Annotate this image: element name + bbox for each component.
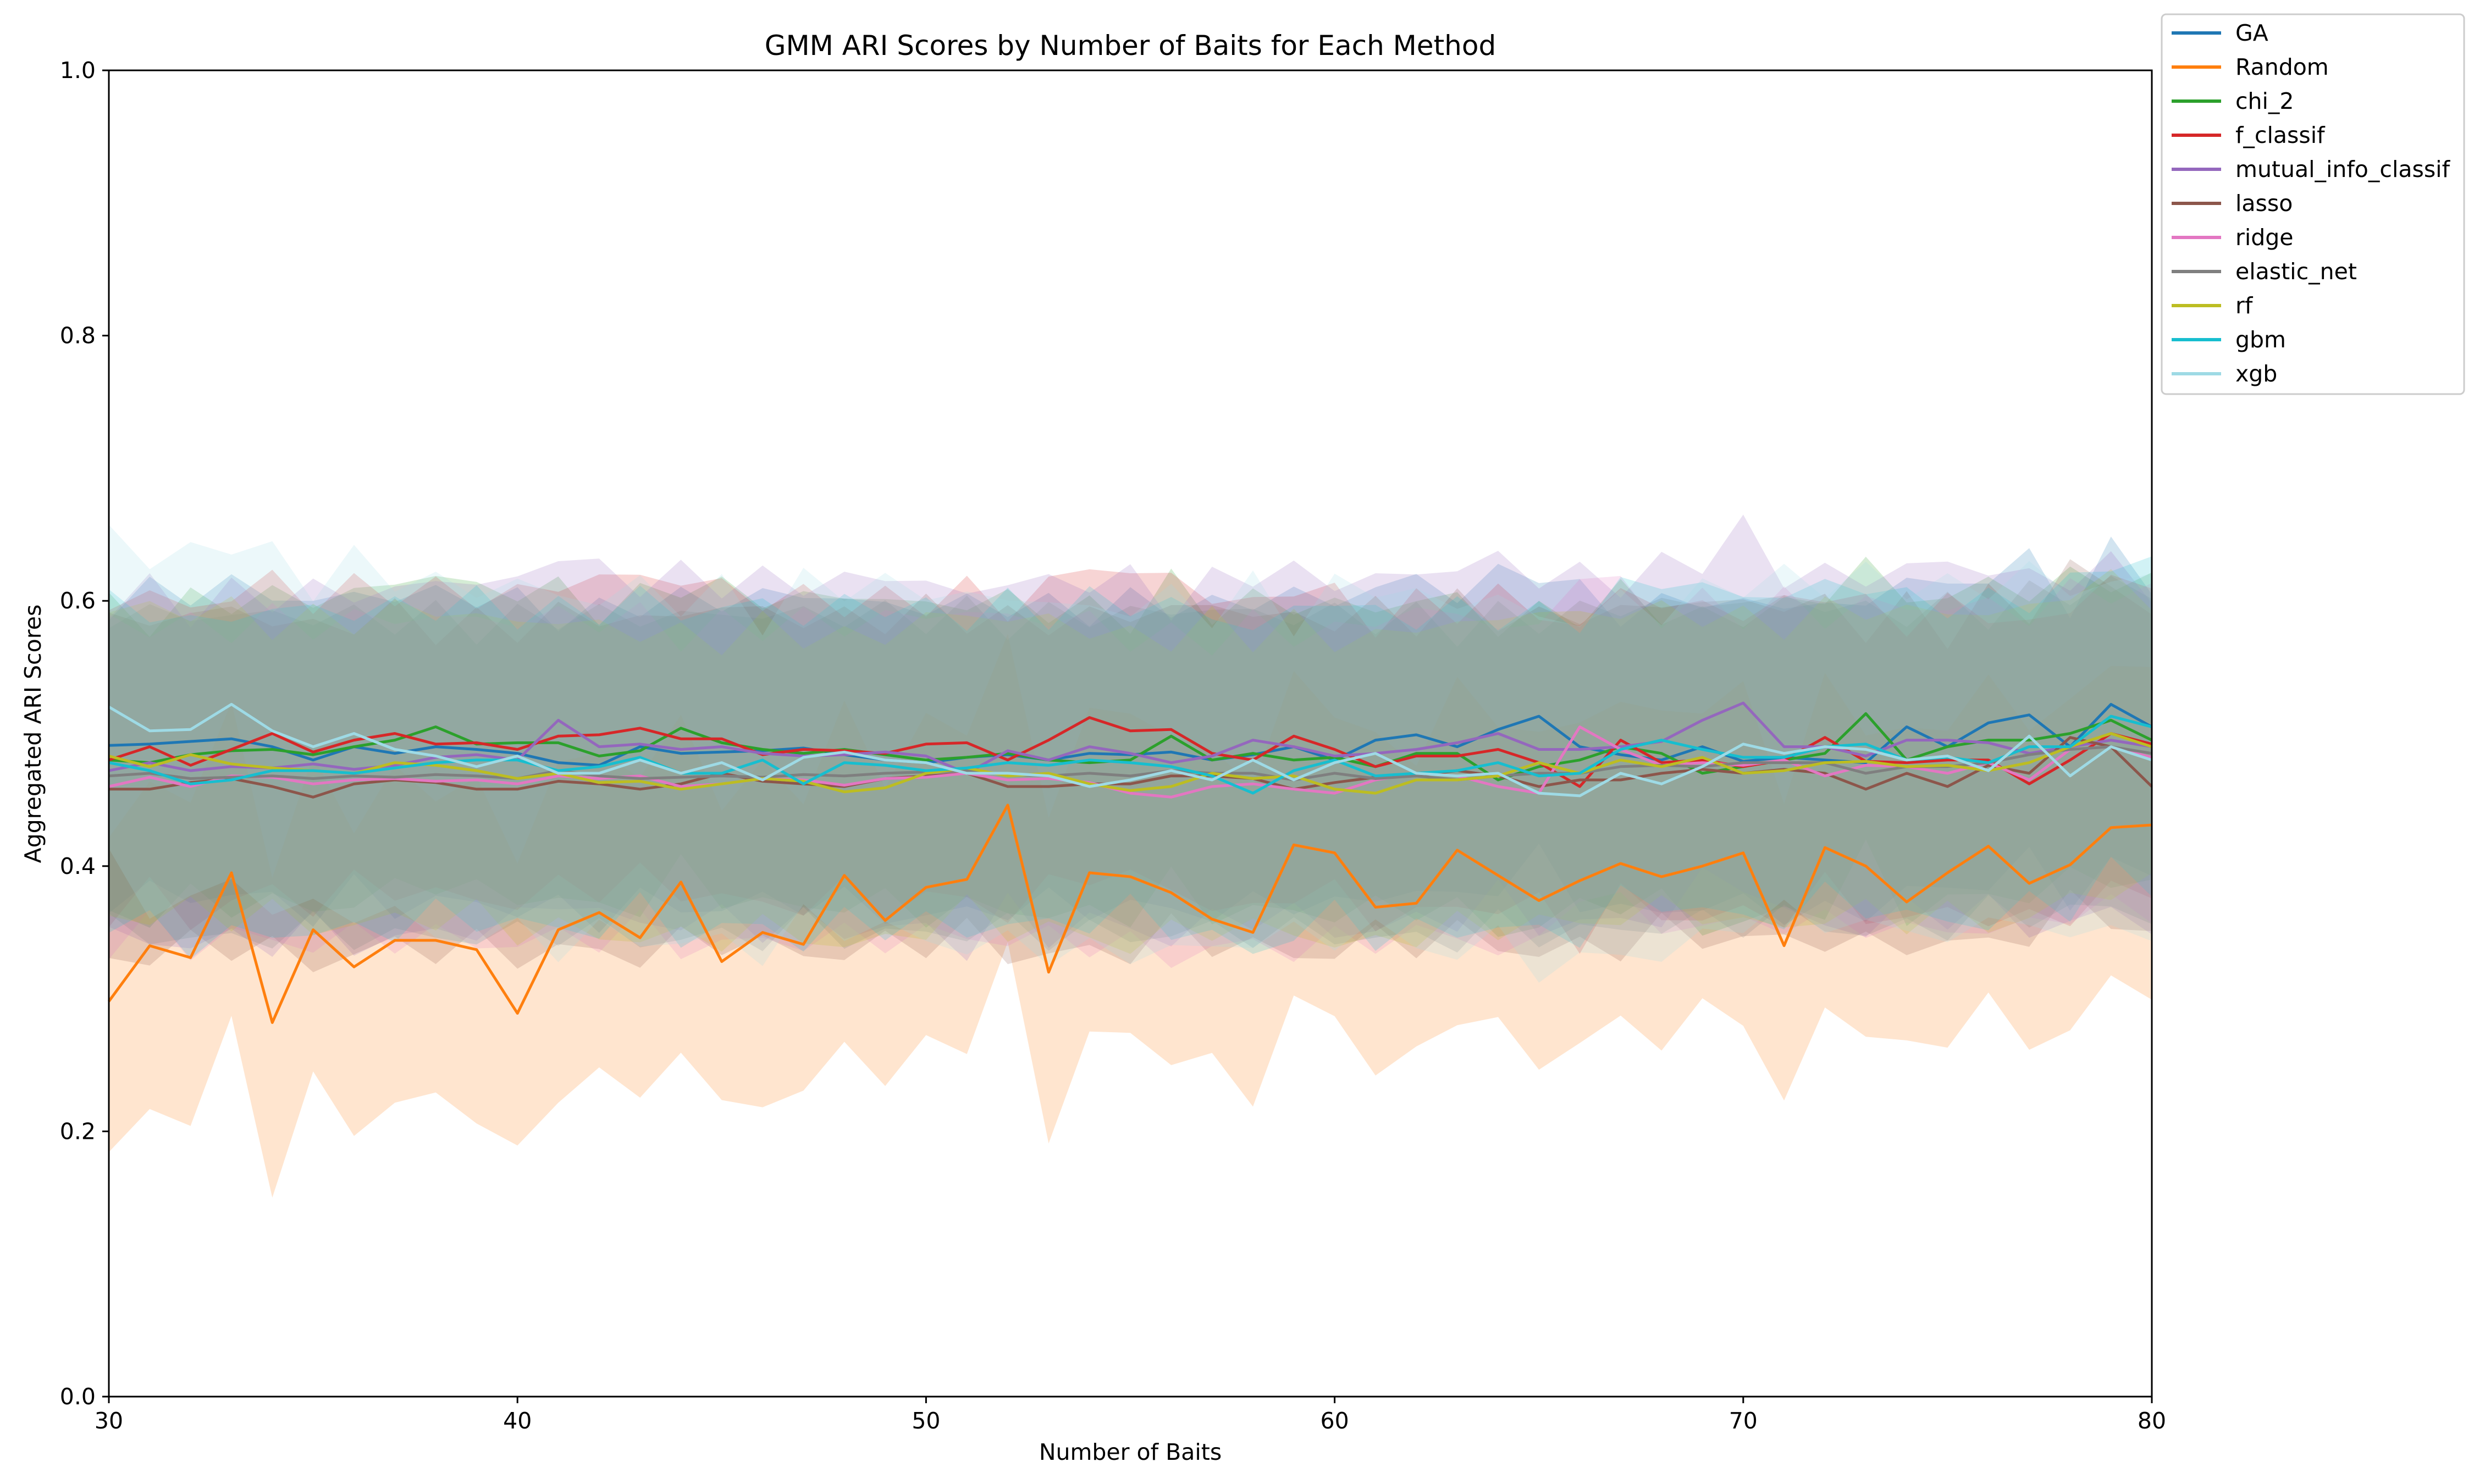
legend-label-chi-2: chi_2: [2235, 88, 2294, 114]
series-line-elastic-net: [108, 745, 2152, 782]
x-axis: 30 40 50 60 70 80: [95, 1397, 2166, 1434]
x-tick-label: 50: [912, 1408, 940, 1434]
series-line-f-classif: [108, 716, 2152, 788]
legend-label-lasso: lasso: [2235, 190, 2293, 217]
band-elastic-net: [109, 575, 2152, 953]
legend-label-xgb: xgb: [2235, 361, 2277, 387]
legend-label-ga: GA: [2235, 20, 2268, 46]
x-tick-label: 60: [1321, 1408, 1349, 1434]
legend-label-ridge: ridge: [2235, 224, 2294, 251]
legend-label-random: Random: [2235, 54, 2329, 80]
plot-frame: [108, 69, 2153, 1398]
y-axis-title: Aggregated ARI Scores: [20, 605, 46, 863]
legend-label-rf: rf: [2235, 292, 2254, 319]
x-axis-title: Number of Baits: [1039, 1439, 1222, 1465]
band-random: [109, 634, 2152, 1198]
legend-label-mutual-info-classif: mutual_info_classif: [2235, 156, 2451, 182]
x-tick-label: 30: [95, 1408, 123, 1434]
legend-frame: [2161, 13, 2465, 395]
band-ga: [109, 536, 2152, 933]
legend-label-elastic-net: elastic_net: [2235, 258, 2357, 285]
series-line-mutual-info-classif: [108, 701, 2152, 775]
y-tick-label: 0.6: [60, 588, 96, 614]
series-line-ridge: [108, 725, 2152, 799]
y-axis: 0.0 0.2 0.4 0.6 0.8 1.0: [60, 57, 109, 1410]
legend-label-f-classif: f_classif: [2235, 122, 2326, 148]
y-tick-label: 1.0: [60, 57, 96, 84]
series-lines: [107, 701, 2153, 1024]
chart-title: GMM ARI Scores by Number of Baits for Ea…: [765, 30, 1496, 62]
series-line-xgb: [108, 702, 2152, 798]
x-tick-label: 70: [1729, 1408, 1758, 1434]
y-tick-label: 0.8: [60, 323, 96, 349]
y-tick-label: 0.4: [60, 853, 96, 879]
series-line-chi-2: [108, 712, 2153, 782]
band-gbm: [109, 556, 2152, 959]
band-chi-2: [109, 556, 2152, 937]
series-line-random: [107, 804, 2152, 1024]
legend: GA Random chi_2 f_classif mutual_info_classi…: [2161, 13, 2465, 395]
y-tick-label: 0.2: [60, 1118, 96, 1144]
x-tick-label: 40: [503, 1408, 532, 1434]
x-tick-label: 80: [2138, 1408, 2166, 1434]
y-tick-label: 0.0: [60, 1383, 96, 1410]
legend-label-gbm: gbm: [2235, 326, 2286, 353]
series-line-rf: [108, 732, 2152, 795]
band-mutual-info-classif: [109, 514, 2152, 961]
